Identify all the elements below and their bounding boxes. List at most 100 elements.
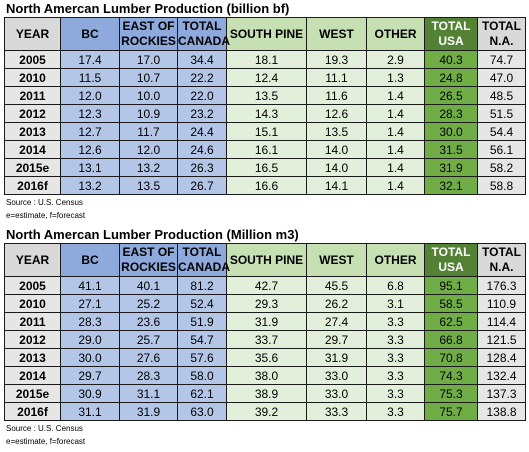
table-row: 2013 12.7 11.7 24.4 15.1 13.5 1.4 30.0 54.4: [4, 122, 526, 141]
cell-south-pine: 42.7: [226, 276, 307, 295]
col-header-east-of-rockies: EAST OF ROCKIES: [119, 17, 178, 51]
cell-bc: 12.6: [60, 140, 120, 159]
col-header-east-of-rockies: EAST OF ROCKIES: [119, 243, 178, 277]
cell-year: 2013: [4, 348, 61, 367]
cell-east-of-rockies: 13.5: [119, 176, 178, 195]
cell-other: 3.3: [366, 330, 425, 349]
col-header-total-usa: TOTAL USA: [424, 243, 478, 277]
col-header-south-pine: SOUTH PINE: [226, 243, 307, 277]
cell-west: 14.0: [306, 158, 367, 177]
cell-south-pine: 13.5: [226, 86, 307, 105]
cell-total-canada: 57.6: [177, 348, 227, 367]
cell-total-na: 51.5: [477, 104, 526, 123]
table-row: 2010 11.5 10.7 22.2 12.4 11.1 1.3 24.8 47.0: [4, 68, 526, 87]
estimate-forecast-note: e=estimate, f=forecast: [6, 437, 86, 446]
cell-year: 2012: [4, 330, 61, 349]
cell-south-pine: 18.1: [226, 50, 307, 69]
cell-south-pine: 15.1: [226, 122, 307, 141]
cell-south-pine: 33.7: [226, 330, 307, 349]
cell-year: 2015e: [4, 384, 61, 403]
cell-total-canada: 81.2: [177, 276, 227, 295]
cell-south-pine: 38.0: [226, 366, 307, 385]
cell-west: 31.9: [306, 348, 367, 367]
cell-bc: 41.1: [60, 276, 120, 295]
col-header-bc: BC: [60, 243, 120, 277]
table-row: 2010 27.1 25.2 52.4 29.3 26.2 3.1 58.5 110.9: [4, 294, 526, 313]
cell-total-usa: 70.8: [424, 348, 478, 367]
cell-total-na: 74.7: [477, 50, 526, 69]
cell-total-usa: 31.9: [424, 158, 478, 177]
col-header-total-na: TOTAL N.A.: [477, 17, 526, 51]
cell-east-of-rockies: 40.1: [119, 276, 178, 295]
col-header-year: YEAR: [4, 17, 61, 51]
table-row: 2014 29.7 28.3 58.0 38.0 33.0 3.3 74.3 132.4: [4, 366, 526, 385]
cell-east-of-rockies: 25.7: [119, 330, 178, 349]
cell-year: 2016f: [4, 402, 61, 421]
cell-east-of-rockies: 17.0: [119, 50, 178, 69]
cell-west: 14.1: [306, 176, 367, 195]
cell-year: 2016f: [4, 176, 61, 195]
cell-other: 1.4: [366, 122, 425, 141]
col-header-bc: BC: [60, 17, 120, 51]
cell-west: 11.1: [306, 68, 367, 87]
cell-east-of-rockies: 28.3: [119, 366, 178, 385]
source-note: Source : U.S. Census: [6, 424, 83, 433]
cell-total-usa: 28.3: [424, 104, 478, 123]
cell-total-na: 114.4: [477, 312, 526, 331]
cell-west: 19.3: [306, 50, 367, 69]
cell-south-pine: 29.3: [226, 294, 307, 313]
cell-total-na: 110.9: [477, 294, 526, 313]
cell-year: 2011: [4, 312, 61, 331]
cell-total-canada: 26.7: [177, 176, 227, 195]
cell-other: 3.3: [366, 402, 425, 421]
cell-east-of-rockies: 25.2: [119, 294, 178, 313]
table-row: 2014 12.6 12.0 24.6 16.1 14.0 1.4 31.5 56.1: [4, 140, 526, 159]
cell-other: 1.4: [366, 158, 425, 177]
cell-year: 2014: [4, 366, 61, 385]
table-row: 2012 29.0 25.7 54.7 33.7 29.7 3.3 66.8 121.5: [4, 330, 526, 349]
cell-east-of-rockies: 11.7: [119, 122, 178, 141]
cell-total-usa: 31.5: [424, 140, 478, 159]
cell-total-usa: 58.5: [424, 294, 478, 313]
table-row: 2005 41.1 40.1 81.2 42.7 45.5 6.8 95.1 176.3: [4, 276, 526, 295]
cell-south-pine: 35.6: [226, 348, 307, 367]
cell-bc: 17.4: [60, 50, 120, 69]
cell-total-canada: 62.1: [177, 384, 227, 403]
cell-south-pine: 12.4: [226, 68, 307, 87]
cell-total-canada: 52.4: [177, 294, 227, 313]
col-header-total-canada: TOTAL CANADA: [177, 17, 230, 51]
cell-bc: 27.1: [60, 294, 120, 313]
cell-total-na: 56.1: [477, 140, 526, 159]
cell-bc: 12.3: [60, 104, 120, 123]
cell-total-canada: 23.2: [177, 104, 227, 123]
cell-west: 33.3: [306, 402, 367, 421]
col-header-total-na: TOTAL N.A.: [477, 243, 526, 277]
cell-west: 14.0: [306, 140, 367, 159]
cell-east-of-rockies: 10.9: [119, 104, 178, 123]
table-row: 2011 28.3 23.6 51.9 31.9 27.4 3.3 62.5 114.4: [4, 312, 526, 331]
cell-total-canada: 63.0: [177, 402, 227, 421]
table-row: 2016f 31.1 31.9 63.0 39.2 33.3 3.3 75.7 138.8: [4, 402, 526, 421]
cell-total-usa: 66.8: [424, 330, 478, 349]
cell-south-pine: 38.9: [226, 384, 307, 403]
cell-bc: 12.7: [60, 122, 120, 141]
table-title: North Amercan Lumber Production (Million…: [6, 227, 299, 242]
cell-other: 3.3: [366, 366, 425, 385]
cell-east-of-rockies: 31.9: [119, 402, 178, 421]
cell-year: 2012: [4, 104, 61, 123]
cell-year: 2010: [4, 68, 61, 87]
cell-total-na: 58.8: [477, 176, 526, 195]
cell-total-na: 54.4: [477, 122, 526, 141]
col-header-year: YEAR: [4, 243, 61, 277]
cell-south-pine: 16.1: [226, 140, 307, 159]
lumber-table-section-m3: North Amercan Lumber Production (Million…: [4, 227, 526, 448]
cell-total-usa: 30.0: [424, 122, 478, 141]
cell-total-usa: 74.3: [424, 366, 478, 385]
cell-year: 2005: [4, 276, 61, 295]
table-row: 2015e 13.1 13.2 26.3 16.5 14.0 1.4 31.9 58.2: [4, 158, 526, 177]
cell-bc: 29.0: [60, 330, 120, 349]
cell-year: 2005: [4, 50, 61, 69]
table-notes: Source : U.S. Census e=estimate, f=forec…: [6, 422, 525, 448]
cell-south-pine: 39.2: [226, 402, 307, 421]
cell-total-canada: 22.2: [177, 68, 227, 87]
